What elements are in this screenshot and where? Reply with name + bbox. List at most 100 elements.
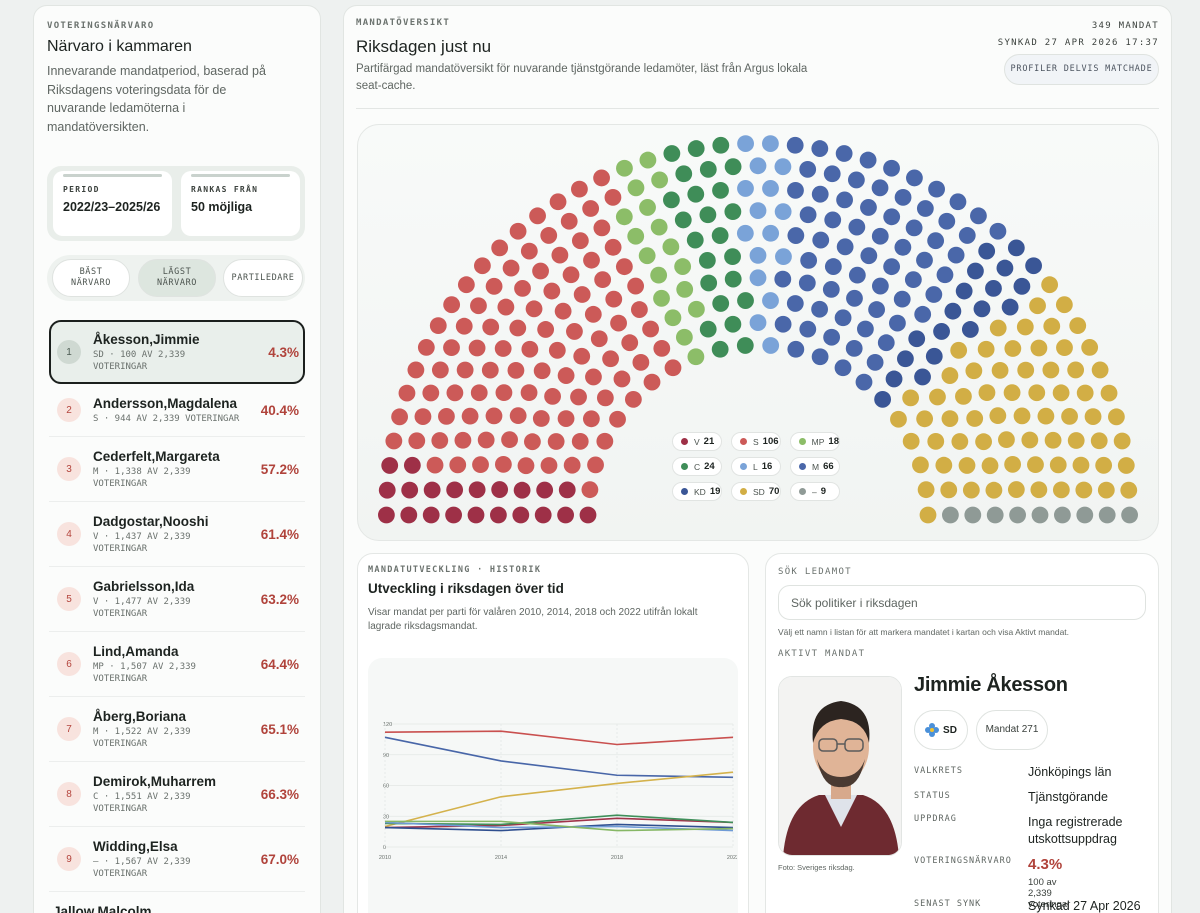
member-info: Lind,Amanda MP · 1,507 AV 2,339 VOTERINGA… [93, 643, 241, 685]
member-row[interactable]: 2 Andersson,Magdalena S · 944 AV 2,339 VOT… [49, 384, 305, 437]
seat [533, 362, 551, 380]
member-row[interactable]: 1 Åkesson,Jimmie SD · 100 AV 2,339 VOTERIN… [49, 320, 305, 384]
tab[interactable]: BÄST NÄRVARO [52, 259, 130, 297]
seat [902, 389, 920, 407]
seat [774, 203, 792, 221]
legend-value: 24 [704, 461, 715, 472]
seat [385, 432, 403, 450]
legend-item: V 21 [672, 432, 722, 451]
eyebrow: MANDATÖVERSIKT [356, 18, 451, 28]
seat [1016, 318, 1034, 336]
seat [490, 506, 507, 524]
seat [1121, 506, 1138, 524]
seat [1037, 407, 1055, 425]
seat [938, 212, 956, 230]
member-row[interactable]: 8 Demirok,Muharrem C · 1,551 AV 2,339 VOTE… [49, 762, 305, 827]
seat [627, 277, 645, 295]
seat [627, 179, 645, 197]
detail-note: 100 av 2,339 voteringar [1028, 877, 1071, 910]
seat [950, 341, 968, 359]
seat [1044, 431, 1062, 449]
seat [632, 353, 650, 371]
seat [497, 298, 515, 316]
seat [823, 165, 841, 183]
member-row[interactable]: 5 Gabrielsson,Ida V · 1,477 AV 2,339 VOTER… [49, 567, 305, 632]
seat [544, 388, 561, 405]
seat [699, 206, 717, 224]
member-row[interactable]: 6 Lind,Amanda MP · 1,507 AV 2,339 VOTERING… [49, 632, 305, 697]
seat [639, 151, 657, 169]
member-name: Lind,Amanda [93, 644, 179, 659]
seat [877, 334, 895, 352]
legend-item: SD 70 [731, 482, 781, 501]
seat [712, 295, 730, 312]
seat [495, 384, 513, 402]
seat [557, 506, 574, 524]
legend-item: M 66 [790, 457, 840, 476]
seat [961, 321, 979, 338]
status-button[interactable]: PROFILER DELVIS MATCHADE [1004, 54, 1159, 85]
seat [686, 231, 704, 249]
tab[interactable]: PARTILEDARE [223, 259, 303, 297]
seat [859, 151, 877, 169]
seat [928, 180, 945, 198]
member-name: Widding,Elsa [93, 839, 178, 854]
seat [724, 248, 741, 266]
member-info: Demirok,Muharrem C · 1,551 AV 2,339 VOTER… [93, 773, 241, 815]
seat [981, 457, 999, 475]
value: 50 möjliga [191, 200, 253, 214]
hint: Välj ett namn i listan för att markera m… [778, 627, 1070, 637]
seat [664, 359, 682, 377]
seat [964, 506, 982, 524]
seat [970, 207, 987, 225]
member-row[interactable]: 3 Cederfelt,Margareta M · 1,338 AV 2,339 V… [49, 437, 305, 502]
x-tick-label: 2018 [611, 855, 623, 861]
attendance: 63.2% [260, 591, 299, 607]
rank: 3 [57, 457, 81, 481]
seat [596, 389, 614, 407]
seat [949, 193, 967, 211]
tab[interactable]: LÄGST NÄRVARO [138, 259, 216, 297]
seat [1084, 408, 1102, 426]
seat [822, 281, 840, 298]
seat [675, 328, 693, 346]
description: Innevarande mandatperiod, baserad på Rik… [47, 64, 266, 134]
member-meta: M · 1,522 AV 2,339 VOTERINGAR [93, 727, 191, 749]
member-row[interactable]: 7 Åberg,Boriana M · 1,522 AV 2,339 VOTERIN… [49, 697, 305, 762]
seat [537, 321, 555, 338]
seat [787, 181, 804, 199]
seat [1055, 296, 1073, 314]
seat [581, 481, 599, 499]
seat [616, 159, 633, 177]
seat [571, 180, 588, 198]
seat [512, 506, 530, 524]
seat [593, 219, 611, 237]
seat [889, 314, 906, 332]
seat [579, 506, 597, 524]
hair [812, 701, 870, 743]
glasses [818, 738, 864, 752]
search-input[interactable]: Sök politiker i riksdagen [778, 585, 1146, 620]
detail-label: STATUS [914, 791, 951, 801]
member-row[interactable]: 4 Dadgostar,Nooshi V · 1,437 AV 2,339 VOTE… [49, 502, 305, 567]
seat [947, 246, 965, 264]
member-info: Andersson,Magdalena S · 944 AV 2,339 VOTE… [93, 395, 241, 425]
seat [507, 361, 525, 379]
seat [587, 456, 604, 474]
member-row[interactable]: 9 Widding,Elsa – · 1,567 AV 2,339 VOTERING… [49, 827, 305, 892]
seat [890, 410, 907, 428]
seat [1001, 298, 1019, 316]
seat [977, 340, 995, 358]
member-row[interactable]: Jallow,Malcolm [49, 892, 305, 913]
seat [615, 258, 633, 276]
seat [749, 314, 767, 331]
series-line [384, 771, 734, 828]
seat [699, 320, 717, 338]
seat [653, 289, 670, 307]
seat [477, 431, 495, 449]
label: RANKAS FRÅN [191, 185, 259, 194]
seat [860, 199, 877, 216]
seat [509, 319, 527, 337]
seat [996, 259, 1014, 277]
seat [1081, 339, 1099, 356]
